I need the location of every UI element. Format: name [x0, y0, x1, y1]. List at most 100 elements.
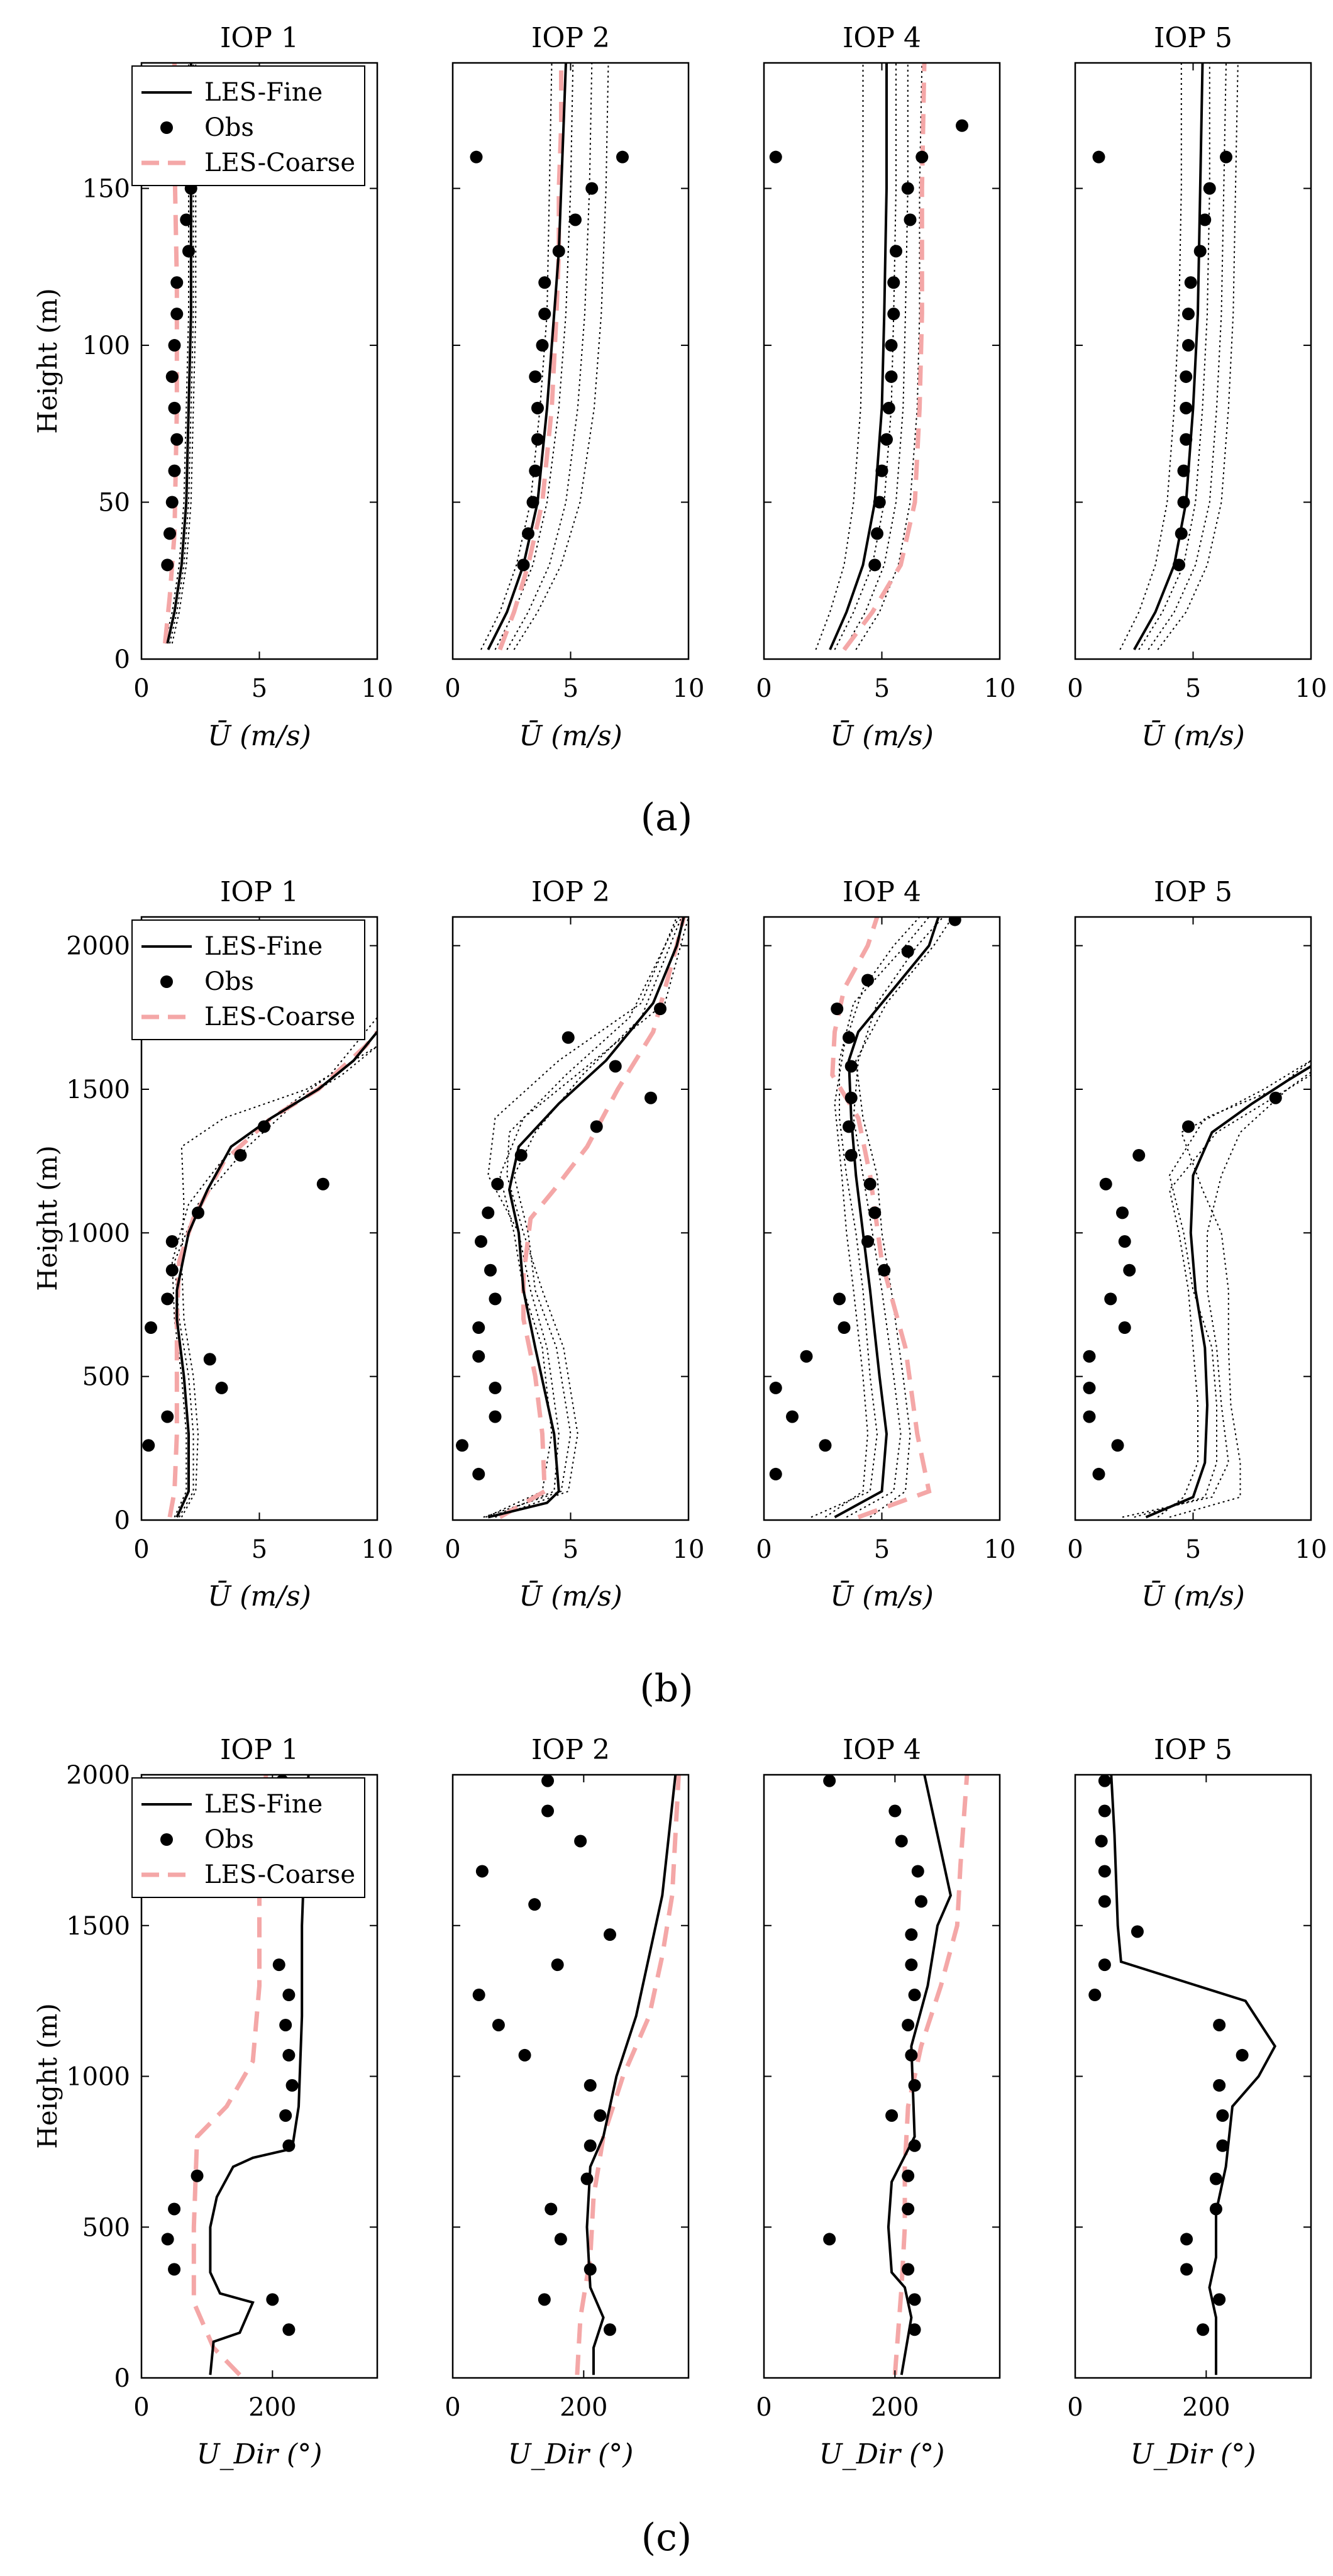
obs-point	[908, 2079, 921, 2092]
les-coarse-line	[892, 1775, 970, 2375]
obs-point	[1131, 1925, 1144, 1938]
obs-point	[266, 2293, 279, 2306]
obs-point	[472, 1321, 485, 1335]
legend-swatch-obs	[160, 1833, 173, 1846]
obs-point	[538, 276, 551, 289]
les-coarse-line	[830, 917, 932, 1519]
obs-point	[819, 1439, 832, 1452]
obs-point	[1175, 527, 1188, 540]
obs-point	[1180, 370, 1193, 383]
obs-point	[282, 1989, 296, 2002]
obs-point	[165, 1263, 179, 1277]
obs-point	[484, 1263, 497, 1277]
obs-point	[1088, 1989, 1102, 2002]
obs-point	[609, 1060, 622, 1073]
panel-a-2: 0 5 10 IOP 2 Ū (m/s)	[445, 22, 704, 752]
panel-title: IOP 2	[531, 876, 610, 908]
obs-point	[1095, 1835, 1108, 1848]
x-tick-label: 10	[673, 1535, 705, 1564]
x-axis-label: Ū (m/s)	[1141, 719, 1245, 752]
x-axis-label: U_Dir (°)	[819, 2438, 945, 2470]
ensemble-line-3	[171, 1017, 377, 1518]
plot-area	[456, 917, 689, 1519]
legend-label-fine: LES-Fine	[204, 1790, 323, 1819]
obs-point	[823, 1775, 836, 1787]
obs-point	[489, 1381, 502, 1394]
x-tick-label: 0	[445, 1535, 460, 1564]
obs-point	[168, 2263, 181, 2276]
obs-point	[604, 2323, 616, 2336]
obs-point	[182, 245, 195, 258]
obs-point	[522, 527, 534, 540]
obs-point	[1213, 2293, 1226, 2306]
x-tick-label: 5	[874, 1535, 890, 1564]
obs-point	[489, 1410, 502, 1423]
obs-point	[168, 2202, 181, 2216]
legend-label-coarse: LES-Coarse	[204, 1002, 355, 1031]
obs-point	[1182, 339, 1195, 352]
obs-point	[514, 1149, 528, 1162]
x-axis-label: U_Dir (°)	[508, 2438, 634, 2470]
les-fine-line	[829, 63, 888, 650]
y-tick-label: 0	[114, 2364, 130, 2393]
obs-point	[285, 2079, 299, 2092]
obs-point	[604, 1928, 616, 1941]
x-tick-label: 5	[563, 674, 578, 703]
obs-point	[215, 1381, 228, 1394]
obs-point	[786, 1410, 799, 1423]
obs-point	[574, 1835, 587, 1848]
obs-point	[1123, 1263, 1136, 1277]
obs-point	[1173, 558, 1185, 572]
ensemble-line-1	[480, 63, 553, 650]
les-coarse-line	[499, 917, 686, 1519]
ensemble-line-2	[846, 917, 944, 1518]
obs-point	[585, 182, 599, 195]
panel-title: IOP 4	[843, 22, 921, 54]
obs-point	[1180, 401, 1193, 414]
obs-point	[282, 2048, 296, 2062]
x-axis-label: Ū (m/s)	[207, 719, 311, 752]
x-tick-label: 0	[133, 2393, 149, 2422]
obs-point	[1193, 245, 1207, 258]
obs-point	[905, 1958, 918, 1972]
ensemble-line-1	[487, 917, 678, 1518]
obs-point	[569, 213, 582, 226]
obs-point	[895, 1835, 908, 1848]
x-tick-label: 0	[756, 1535, 772, 1564]
legend: LES-Fine Obs LES-Coarse	[131, 919, 365, 1040]
x-tick-label: 200	[560, 2393, 607, 2422]
les-fine-line	[209, 1775, 310, 2375]
obs-point	[902, 2169, 915, 2182]
obs-point	[191, 2169, 204, 2182]
obs-point	[905, 1928, 918, 1941]
obs-point	[654, 1002, 666, 1016]
obs-point	[1118, 1321, 1131, 1335]
y-tick-label: 2000	[66, 1761, 130, 1790]
obs-point	[1182, 1120, 1195, 1133]
legend-label-obs: Obs	[204, 967, 254, 996]
obs-point	[878, 1263, 891, 1277]
obs-point	[1182, 308, 1195, 321]
obs-point	[1213, 2018, 1226, 2031]
obs-point	[843, 1120, 855, 1133]
obs-point	[1098, 1804, 1111, 1818]
obs-point	[545, 2202, 558, 2216]
panel-title: IOP 2	[531, 1734, 610, 1766]
obs-point	[915, 150, 929, 164]
les-fine-line	[175, 1031, 377, 1518]
y-tick-label: 0	[114, 1506, 130, 1535]
obs-point	[823, 2233, 836, 2246]
plot-area	[142, 1017, 377, 1518]
les-fine-line	[887, 1775, 952, 2375]
obs-point	[1092, 150, 1105, 164]
ensemble-line-3	[506, 63, 593, 650]
plot-area	[1088, 1775, 1277, 2375]
obs-point	[531, 401, 544, 414]
plot-area	[1092, 63, 1239, 650]
obs-point	[915, 1895, 927, 1908]
obs-point	[873, 496, 886, 509]
obs-point	[163, 527, 176, 540]
